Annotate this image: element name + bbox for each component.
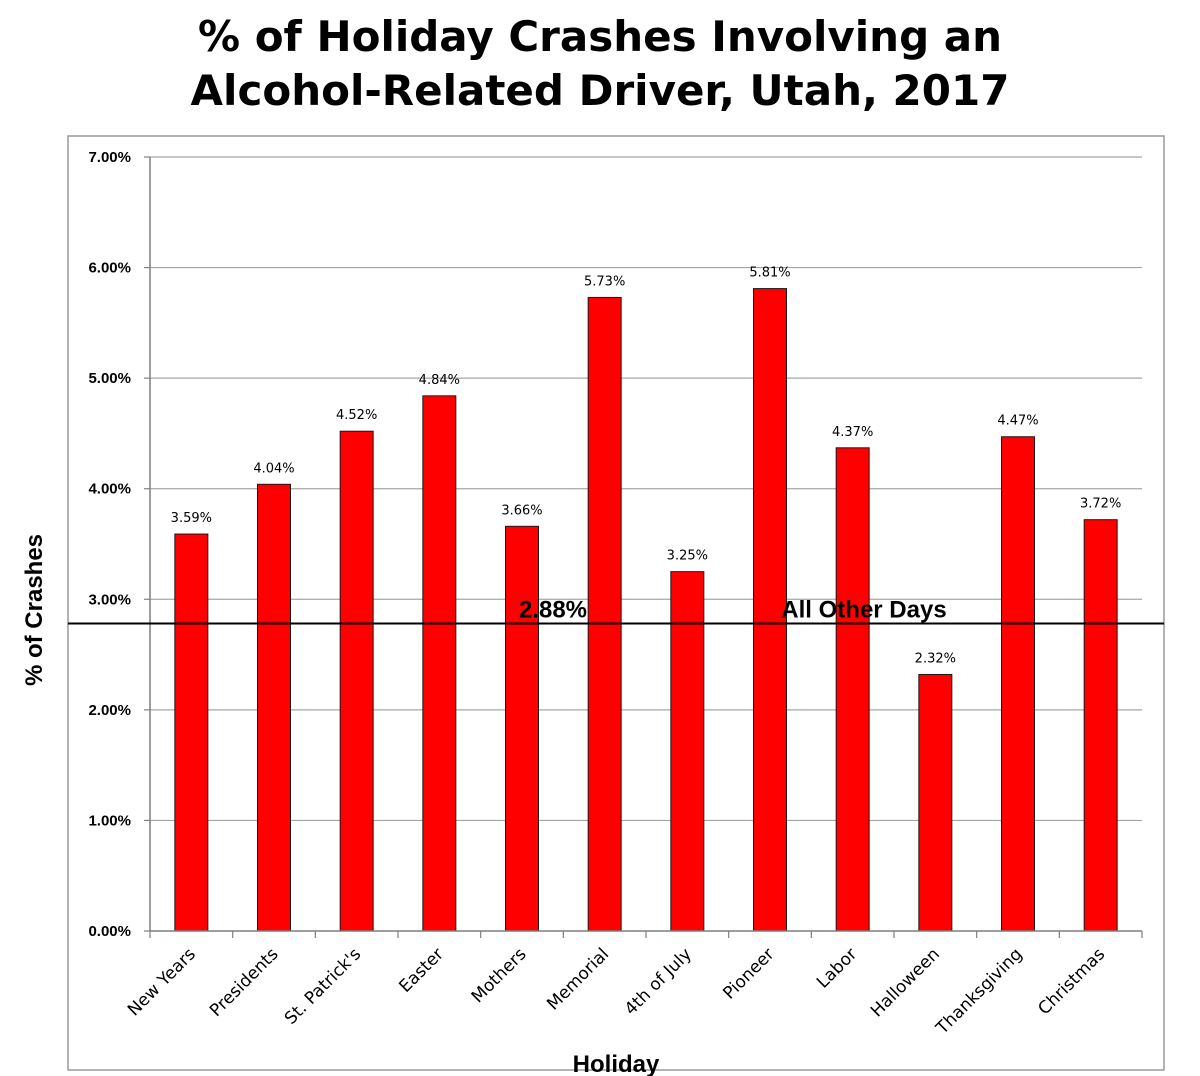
bar-value-label: 4.47% [997, 414, 1038, 429]
y-axis-tick-labels: 0.00% 1.00% 2.00% 3.00% 4.00% 5.00% 6.00% 7.00% [88, 149, 131, 940]
x-axis-title: Holiday [573, 1051, 660, 1076]
y-tick-label: 2.00% [88, 702, 131, 719]
reference-line-group: 2.88% All Other Days [68, 597, 1164, 625]
bar [1001, 436, 1035, 932]
bar [753, 288, 787, 932]
y-tick-label: 7.00% [88, 149, 131, 166]
bar-value-label: 3.25% [667, 549, 708, 564]
y-axis-title: % of Crashes [21, 534, 48, 686]
bar-value-label: 5.81% [749, 266, 790, 281]
bar [587, 296, 622, 932]
bar [505, 525, 539, 932]
bar [257, 483, 291, 932]
bar [422, 395, 457, 932]
bars [174, 288, 1118, 932]
chart-title-line-1: % of Holiday Crashes Involving an [197, 12, 1002, 61]
bar-value-labels: 3.59% 4.04% 4.52% 4.84% 3.66% 5.73% 3.25% 5.81%… [171, 266, 1122, 667]
bar-value-label: 4.04% [253, 461, 294, 476]
reference-line-text: All Other Days [781, 597, 946, 624]
bar-value-label: 3.72% [1080, 497, 1121, 512]
bar-value-label: 2.32% [915, 651, 956, 666]
chart-title-line-2: Alcohol-Related Driver, Utah, 2017 [190, 66, 1010, 115]
bar [174, 533, 209, 932]
bar [339, 430, 374, 932]
bar-value-label: 3.66% [501, 503, 542, 518]
axes [144, 156, 1143, 938]
bar-value-label: 4.52% [336, 408, 377, 423]
y-tick-label: 3.00% [88, 591, 131, 608]
y-tick-label: 5.00% [88, 370, 131, 387]
y-tick-label: 1.00% [88, 812, 131, 829]
bar-value-label: 3.59% [171, 511, 212, 526]
bar [918, 673, 953, 932]
bar-value-label: 4.84% [419, 373, 460, 388]
reference-line-value-label: 2.88% [519, 597, 587, 624]
y-tick-label: 4.00% [88, 481, 131, 498]
y-tick-label: 0.00% [88, 923, 131, 940]
y-tick-label: 6.00% [88, 260, 131, 277]
chart-title: % of Holiday Crashes Involving an Alcoho… [0, 10, 1200, 118]
bar-value-label: 5.73% [584, 274, 625, 289]
bar [670, 571, 705, 932]
bar [1083, 519, 1118, 932]
bar [835, 447, 870, 932]
bar-value-label: 4.37% [832, 425, 873, 440]
gridlines [150, 156, 1142, 822]
